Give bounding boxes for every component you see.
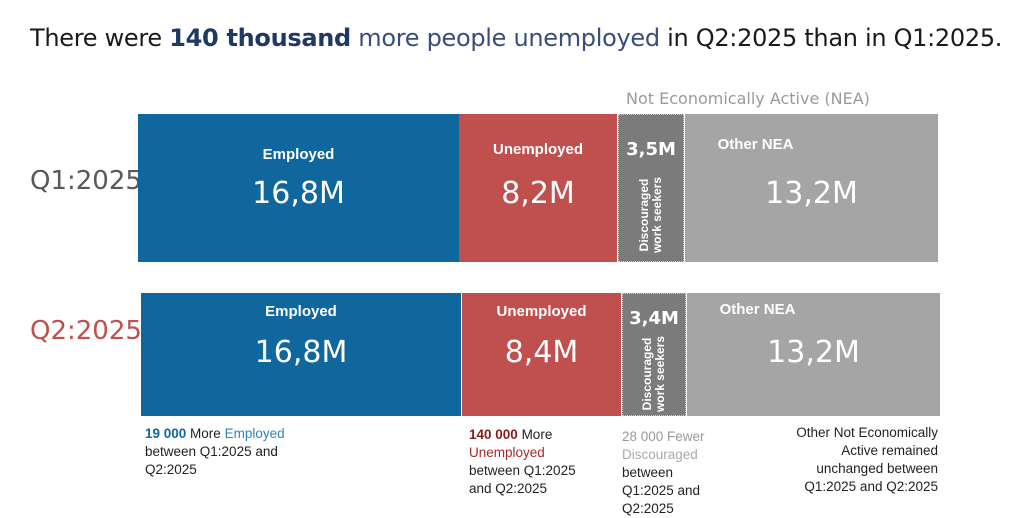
bar-q2-employed: Employed 16,8M bbox=[141, 293, 461, 416]
bar-q1-unemployed: Unemployed 8,2M bbox=[459, 114, 617, 262]
headline-post: in Q2:2025 than in Q1:2025. bbox=[659, 24, 1003, 52]
segment-value: 13,2M bbox=[765, 176, 858, 211]
row-label-q1: Q1:2025 bbox=[30, 166, 142, 196]
note-unemployed: 140 000 More Unemployed between Q1:2025 an… bbox=[469, 426, 589, 498]
note-word: More bbox=[186, 426, 225, 441]
note-category: Discouraged bbox=[622, 447, 698, 462]
note-rest: between Q1:2025 and Q2:2025 bbox=[145, 444, 278, 477]
segment-name: Other NEA bbox=[719, 301, 796, 318]
note-category: Employed bbox=[224, 426, 285, 441]
headline-pre: There were bbox=[30, 24, 170, 52]
nea-group-label: Not Economically Active (NEA) bbox=[626, 89, 870, 108]
note-category: Unemployed bbox=[469, 445, 545, 460]
segment-name: Other NEA bbox=[717, 136, 794, 153]
bar-q2-unemployed: Unemployed 8,4M bbox=[462, 293, 621, 416]
segment-name: Unemployed bbox=[492, 141, 583, 158]
row-label-q2: Q2:2025 bbox=[30, 316, 142, 346]
segment-value: 8,4M bbox=[504, 335, 579, 370]
headline-highlight: 140 thousand bbox=[169, 24, 351, 52]
note-employed: 19 000 More Employed between Q1:2025 and … bbox=[145, 425, 325, 479]
segment-value: 16,8M bbox=[252, 176, 345, 211]
bar-q1-other-nea: Other NEA 13,2M bbox=[685, 114, 938, 262]
note-number: 140 000 bbox=[469, 427, 518, 442]
segment-name: Discouraged work seekers bbox=[640, 335, 667, 413]
note-rest: between Q1:2025 and Q2:2025 bbox=[622, 465, 701, 516]
headline: There were 140 thousand more people unem… bbox=[30, 24, 1002, 52]
bar-q1-employed: Employed 16,8M bbox=[138, 114, 459, 262]
segment-name: Discouraged work seekers bbox=[637, 176, 664, 254]
segment-name: Employed bbox=[262, 146, 335, 163]
headline-mid: more people unemployed bbox=[350, 24, 660, 52]
note-number: 19 000 bbox=[145, 426, 187, 441]
note-discouraged: 28 000 Fewer Discouraged between Q1:2025 a… bbox=[622, 428, 722, 518]
segment-name: Employed bbox=[265, 303, 337, 320]
segment-value: 13,2M bbox=[767, 335, 860, 370]
note-number: 28 000 Fewer bbox=[622, 429, 705, 444]
segment-value: 8,2M bbox=[501, 176, 575, 211]
segment-value: 16,8M bbox=[254, 335, 348, 370]
segment-name: Unemployed bbox=[496, 303, 587, 320]
bar-q1-discouraged: 3,5M Discouraged work seekers bbox=[618, 114, 684, 262]
bar-q2-other-nea: Other NEA 13,2M bbox=[687, 293, 940, 416]
note-other-nea: Other Not Economically Active remained u… bbox=[796, 425, 938, 494]
bar-q2-discouraged: 3,4M Discouraged work seekers bbox=[622, 293, 686, 416]
note-rest: between Q1:2025 and Q2:2025 bbox=[469, 463, 576, 496]
segment-value: 3,5M bbox=[626, 139, 676, 160]
segment-value: 3,4M bbox=[629, 308, 679, 329]
note-word: More bbox=[517, 427, 553, 442]
